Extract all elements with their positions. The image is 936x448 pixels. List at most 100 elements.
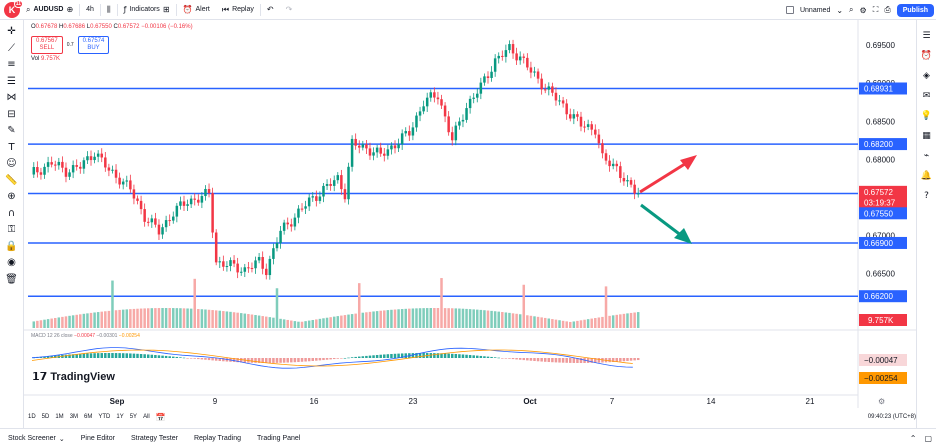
- publish-button[interactable]: Publish: [896, 3, 934, 17]
- quick-search-icon[interactable]: ⌕: [849, 5, 854, 14]
- ruler-icon[interactable]: 📏: [5, 174, 18, 186]
- tab-replay-trading[interactable]: Replay Trading: [193, 435, 242, 442]
- goto-date-icon[interactable]: 📅: [155, 412, 166, 422]
- fib-icon[interactable]: ☰: [7, 75, 16, 87]
- undo-button[interactable]: ↶: [261, 0, 280, 20]
- candle-body: [536, 71, 540, 79]
- range-1y[interactable]: 1Y: [116, 414, 124, 420]
- macd-histogram-bar: [440, 353, 443, 358]
- layers-icon[interactable]: ◈: [923, 71, 930, 81]
- candle-body: [404, 131, 407, 134]
- alerts-icon[interactable]: ⏰: [920, 51, 933, 61]
- macd-line: [31, 347, 633, 369]
- range-all[interactable]: All: [143, 414, 150, 420]
- tab-pine-editor[interactable]: Pine Editor: [80, 435, 115, 442]
- layout-checkbox[interactable]: [785, 6, 794, 14]
- volume-bar: [211, 310, 214, 328]
- macd-histogram-bar: [164, 355, 168, 358]
- signal-icon[interactable]: ⌁: [923, 151, 930, 161]
- chevron-down-icon[interactable]: ⌄: [836, 5, 844, 15]
- layout-name[interactable]: Unnamed: [799, 6, 831, 14]
- text-icon[interactable]: T: [8, 141, 15, 153]
- tab-stock-screener[interactable]: Stock Screener ⌄: [8, 435, 65, 443]
- interval-button[interactable]: 4h: [86, 6, 94, 13]
- macd-histogram-bar: [543, 358, 547, 362]
- macd-histogram-bar: [626, 358, 629, 361]
- replay-button[interactable]: ⏮ Replay: [221, 4, 254, 14]
- candle-body: [597, 134, 601, 144]
- candle-body: [633, 184, 636, 194]
- range-6m[interactable]: 6M: [84, 414, 93, 420]
- candle-body: [297, 208, 300, 218]
- candle-body: [265, 268, 268, 276]
- divider: [259, 3, 261, 16]
- projection-icon[interactable]: ⊟: [7, 108, 16, 120]
- macd-histogram-bar: [400, 353, 404, 358]
- watchlist-icon[interactable]: ☰: [922, 31, 931, 41]
- volume-bar: [311, 319, 315, 328]
- bell-icon[interactable]: 🔔: [920, 171, 933, 181]
- range-ytd[interactable]: YTD: [98, 414, 111, 420]
- calendar-icon[interactable]: ▦: [922, 131, 931, 141]
- top-toolbar: K 11 ⌕ AUDUSD ⊕ 4h ⫼ ƒ Indicators ⊞ ⏰ Alert ⏮ R…: [0, 0, 936, 20]
- price-tag: [859, 196, 907, 209]
- tab-trading-panel[interactable]: Trading Panel: [257, 435, 301, 442]
- sell-button[interactable]: 0.67567 SELL: [31, 36, 63, 54]
- chat-icon[interactable]: ✉: [922, 91, 931, 101]
- price-tag-label: 0.68931: [864, 84, 893, 93]
- settings-icon[interactable]: ⚙: [859, 5, 867, 15]
- macd-histogram-bar: [393, 353, 397, 358]
- help-icon[interactable]: ?: [924, 191, 929, 201]
- emoji-icon[interactable]: ☺: [6, 158, 17, 169]
- trend-line-icon[interactable]: ⟋: [8, 42, 15, 54]
- symbol-search[interactable]: ⌕ AUDUSD ⊕: [20, 0, 79, 20]
- range-3m[interactable]: 3M: [69, 414, 79, 420]
- candle-body: [143, 209, 146, 222]
- buy-button[interactable]: 0.67574 BUY: [77, 36, 110, 54]
- eye-icon[interactable]: ◉: [7, 257, 16, 268]
- volume-bar: [518, 314, 522, 328]
- range-1d[interactable]: 1D: [28, 414, 36, 420]
- candle-body: [465, 108, 468, 120]
- maximize-icon[interactable]: ▢: [924, 434, 932, 443]
- macd-histogram-bar: [619, 358, 622, 362]
- chart-type-button[interactable]: ⫼: [101, 0, 117, 20]
- templates-icon[interactable]: ⊞: [162, 5, 170, 14]
- axis-settings-icon[interactable]: ⚙: [878, 397, 885, 406]
- fullscreen-icon[interactable]: ⛶: [872, 5, 879, 14]
- lock-icon[interactable]: 🔒: [5, 240, 18, 252]
- add-symbol-icon[interactable]: ⊕: [66, 5, 74, 14]
- time-tick-label: 9: [213, 397, 218, 406]
- candle-body: [397, 144, 400, 149]
- alert-button[interactable]: ⏰ Alert: [182, 5, 210, 14]
- ideas-icon[interactable]: 💡: [920, 111, 933, 121]
- range-5y[interactable]: 5Y: [129, 414, 138, 420]
- zoom-icon[interactable]: ⊕: [7, 191, 16, 202]
- pattern-icon[interactable]: ⋈: [6, 92, 17, 103]
- range-5d[interactable]: 5D: [41, 414, 50, 420]
- magnet-icon[interactable]: ∩: [7, 207, 16, 219]
- camera-icon[interactable]: ⎙: [884, 5, 891, 14]
- brush-icon[interactable]: ✎: [7, 125, 16, 136]
- collapse-icon[interactable]: ⌃: [909, 434, 917, 443]
- price-tag-label: 0.66200: [864, 292, 893, 301]
- clock[interactable]: 09:40:23 (UTC+8): [867, 414, 916, 420]
- macd-histogram-bar: [390, 353, 393, 358]
- redo-button[interactable]: ↷: [280, 0, 299, 20]
- indicators-button[interactable]: ƒ Indicators ⊞: [123, 5, 170, 14]
- trash-icon[interactable]: 🗑: [5, 273, 18, 285]
- volume-bar: [579, 320, 583, 328]
- crosshair-icon[interactable]: ✛: [7, 26, 16, 37]
- tradingview-logo[interactable]: 𝟭𝟳 TradingView: [32, 370, 115, 384]
- price-tag-label: 03:19:37: [864, 199, 896, 208]
- macd-tag: [859, 354, 907, 366]
- spread-value: 0.7: [66, 42, 74, 48]
- range-1m[interactable]: 1M: [55, 414, 64, 420]
- macd-histogram-bar: [368, 355, 372, 358]
- lock-drawings-icon[interactable]: ⚿: [7, 224, 16, 235]
- user-avatar[interactable]: K 11: [4, 0, 23, 18]
- tab-strategy-tester[interactable]: Strategy Tester: [130, 435, 178, 442]
- horizontal-line-icon[interactable]: ≡: [7, 59, 16, 70]
- chevron-down-icon[interactable]: ⌄: [58, 435, 65, 443]
